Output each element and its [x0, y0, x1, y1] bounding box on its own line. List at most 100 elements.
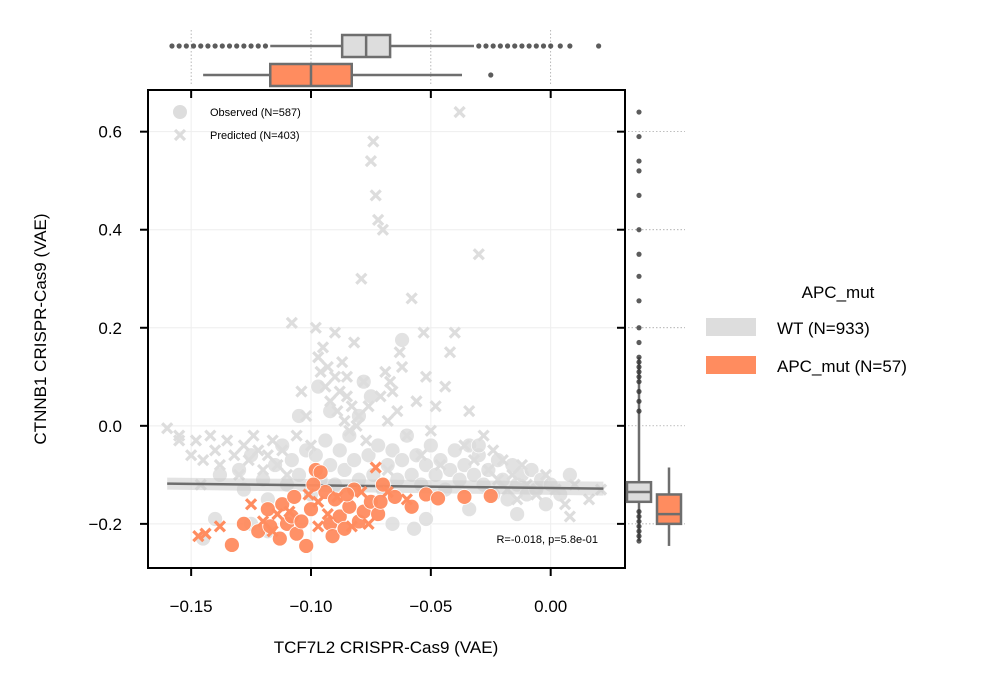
x-stroke — [463, 404, 476, 418]
wt-predicted-point — [415, 449, 428, 462]
box-outlier — [636, 538, 642, 544]
apc-observed-point — [324, 528, 341, 545]
wt-predicted-point — [271, 458, 284, 472]
wt-predicted-point — [381, 463, 394, 477]
wt-observed-point — [446, 442, 463, 459]
y-axis-label: CTNNB1 CRISPR-Cas9 (VAE) — [31, 213, 50, 444]
apc-predicted-point — [256, 515, 270, 528]
box-outlier — [636, 251, 642, 257]
legend-marker-x — [173, 128, 187, 142]
x-stroke — [192, 530, 205, 543]
wt-predicted-point — [266, 434, 279, 447]
wt-predicted-point — [364, 154, 378, 168]
marginal-y-box-apc — [655, 467, 683, 546]
wt-predicted-point — [350, 419, 363, 432]
x-stroke — [185, 449, 198, 462]
x-stroke — [237, 439, 251, 452]
wt-predicted-point — [439, 380, 452, 393]
x-stroke — [350, 419, 363, 432]
apc-predicted-point — [369, 461, 382, 474]
x-stroke — [343, 424, 356, 437]
apc-predicted-point — [244, 498, 258, 511]
box-outlier — [636, 227, 642, 233]
x-stroke — [331, 490, 344, 504]
box-outlier — [636, 354, 642, 360]
wt-observed-point — [523, 462, 540, 478]
apc-observed-point — [372, 493, 389, 510]
wt-predicted-point — [309, 321, 322, 334]
wt-predicted-point — [558, 498, 572, 511]
box-outlier — [636, 339, 642, 346]
wt-predicted-point — [232, 468, 246, 481]
x-stroke — [266, 525, 279, 538]
wt-predicted-point — [328, 370, 342, 383]
apc-predicted-point — [312, 495, 325, 508]
apc-predicted-point — [271, 507, 284, 521]
x-axis-ticks: −0.15 −0.10 −0.05 0.00 — [170, 568, 567, 616]
box-outlier — [219, 43, 225, 49]
box-outlier — [548, 43, 554, 49]
box-outlier — [636, 168, 642, 174]
wt-observed-point — [331, 442, 348, 459]
x-stroke — [482, 463, 495, 477]
x-stroke — [204, 429, 217, 442]
x-stroke — [582, 493, 596, 506]
wt-predicted-point — [348, 336, 361, 349]
x-stroke — [312, 351, 325, 364]
wt-predicted-point — [386, 385, 399, 398]
box-outlier — [212, 43, 218, 49]
wt-predicted-point — [173, 434, 186, 447]
x-stroke — [340, 390, 354, 403]
wt-observed-point — [406, 520, 422, 537]
x-stroke — [429, 400, 442, 413]
wt-predicted-point — [448, 326, 461, 339]
box-outlier — [504, 43, 511, 49]
apc-observed-point — [235, 515, 252, 532]
x-stroke — [189, 434, 203, 447]
x-stroke — [242, 454, 255, 467]
marker-legend-label: Observed (N=587) — [210, 107, 301, 119]
wt-predicted-point — [161, 422, 174, 435]
wt-predicted-point — [256, 463, 270, 477]
apc-observed-point — [293, 513, 310, 530]
box-outlier — [636, 523, 642, 529]
x-stroke — [309, 321, 322, 334]
apc-predicted-point — [321, 507, 334, 521]
x-stroke — [424, 424, 437, 437]
x-stroke — [352, 409, 366, 423]
box-outlier — [255, 43, 261, 49]
marker-legend-label: Predicted (N=403) — [210, 130, 300, 142]
x-stroke — [345, 520, 358, 533]
wt-predicted-point — [204, 429, 217, 442]
x-stroke — [340, 370, 354, 383]
x-stroke — [338, 414, 351, 428]
x-stroke — [393, 346, 406, 359]
box-outlier — [636, 273, 642, 279]
x-stroke — [314, 365, 327, 379]
box-body — [655, 493, 683, 526]
wt-predicted-point — [285, 316, 298, 330]
x-stroke — [381, 463, 394, 477]
wt-predicted-point — [276, 444, 289, 457]
x-stroke — [439, 380, 452, 393]
box-outlier — [226, 43, 233, 49]
apc-observed-point — [312, 464, 329, 481]
wt-predicted-point — [582, 493, 596, 506]
wt-predicted-point — [352, 409, 366, 423]
wt-predicted-point — [395, 360, 409, 374]
box-outlier — [198, 43, 204, 49]
wt-observed-point — [341, 427, 358, 444]
x-stroke — [369, 189, 382, 202]
x-stroke — [472, 248, 485, 261]
wt-predicted-point — [316, 341, 330, 354]
box-outlier — [636, 133, 642, 140]
box-outlier — [169, 43, 175, 49]
wt-predicted-point — [374, 390, 387, 403]
wt-predicted-point — [511, 493, 524, 506]
wt-predicted-point — [280, 468, 294, 481]
x-stroke — [232, 468, 246, 481]
wt-observed-point — [432, 452, 449, 469]
wt-observed-point — [470, 437, 487, 454]
x-stroke — [374, 390, 387, 403]
